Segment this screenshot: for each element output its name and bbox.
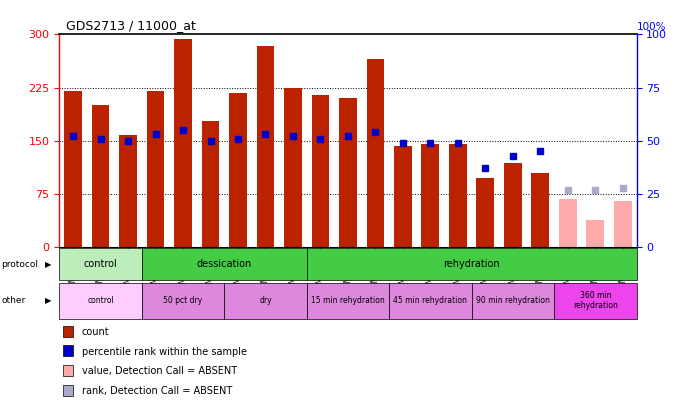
Text: 90 min rehydration: 90 min rehydration (476, 296, 550, 305)
Bar (472, 283, 554, 319)
Text: control: control (87, 296, 114, 305)
Bar (64, 385, 73, 396)
Bar (504, 163, 522, 247)
Bar (311, 95, 329, 247)
Bar (366, 59, 385, 247)
Text: 15 min rehydration: 15 min rehydration (311, 296, 385, 305)
Bar (339, 98, 357, 247)
Bar (147, 91, 165, 247)
Bar (64, 91, 82, 247)
Text: dry: dry (259, 296, 272, 305)
Text: count: count (82, 327, 109, 337)
Bar (559, 199, 577, 247)
Bar (394, 146, 412, 247)
Bar (224, 283, 306, 319)
Bar (554, 283, 637, 319)
Bar (59, 248, 142, 280)
Text: 50 pct dry: 50 pct dry (163, 296, 202, 305)
Bar (422, 144, 439, 247)
Bar (64, 326, 73, 337)
Bar (64, 365, 73, 376)
Text: ▶: ▶ (45, 260, 52, 269)
Text: protocol: protocol (1, 260, 38, 269)
Bar (284, 87, 302, 247)
Bar (477, 177, 494, 247)
Text: dessication: dessication (197, 259, 252, 269)
Bar (91, 105, 110, 247)
Bar (202, 121, 219, 247)
Text: GDS2713 / 11000_at: GDS2713 / 11000_at (66, 19, 196, 32)
Text: ▶: ▶ (45, 296, 52, 305)
Text: control: control (84, 259, 117, 269)
Text: percentile rank within the sample: percentile rank within the sample (82, 347, 246, 356)
Bar (614, 201, 632, 247)
Text: rank, Detection Call = ABSENT: rank, Detection Call = ABSENT (82, 386, 232, 396)
Bar (586, 220, 604, 247)
Text: other: other (1, 296, 26, 305)
Text: rehydration: rehydration (443, 259, 500, 269)
Bar (229, 93, 247, 247)
Bar (449, 144, 467, 247)
Bar (257, 47, 274, 247)
Bar (142, 283, 224, 319)
Bar (142, 248, 306, 280)
Bar (59, 283, 142, 319)
Bar (306, 248, 637, 280)
Bar (64, 345, 73, 356)
Text: 100%: 100% (637, 22, 666, 32)
Text: 45 min rehydration: 45 min rehydration (394, 296, 468, 305)
Bar (389, 283, 472, 319)
Bar (306, 283, 389, 319)
Text: value, Detection Call = ABSENT: value, Detection Call = ABSENT (82, 367, 237, 376)
Text: 360 min
rehydration: 360 min rehydration (573, 291, 618, 310)
Bar (531, 173, 549, 247)
Bar (174, 39, 192, 247)
Bar (119, 135, 137, 247)
